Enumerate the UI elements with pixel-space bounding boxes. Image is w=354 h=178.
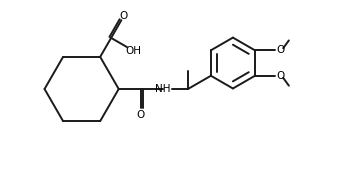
Text: O: O — [276, 45, 284, 55]
Text: OH: OH — [126, 46, 142, 56]
Text: O: O — [137, 110, 145, 120]
Text: NH: NH — [155, 84, 170, 94]
Text: O: O — [276, 71, 284, 81]
Text: O: O — [120, 11, 128, 21]
